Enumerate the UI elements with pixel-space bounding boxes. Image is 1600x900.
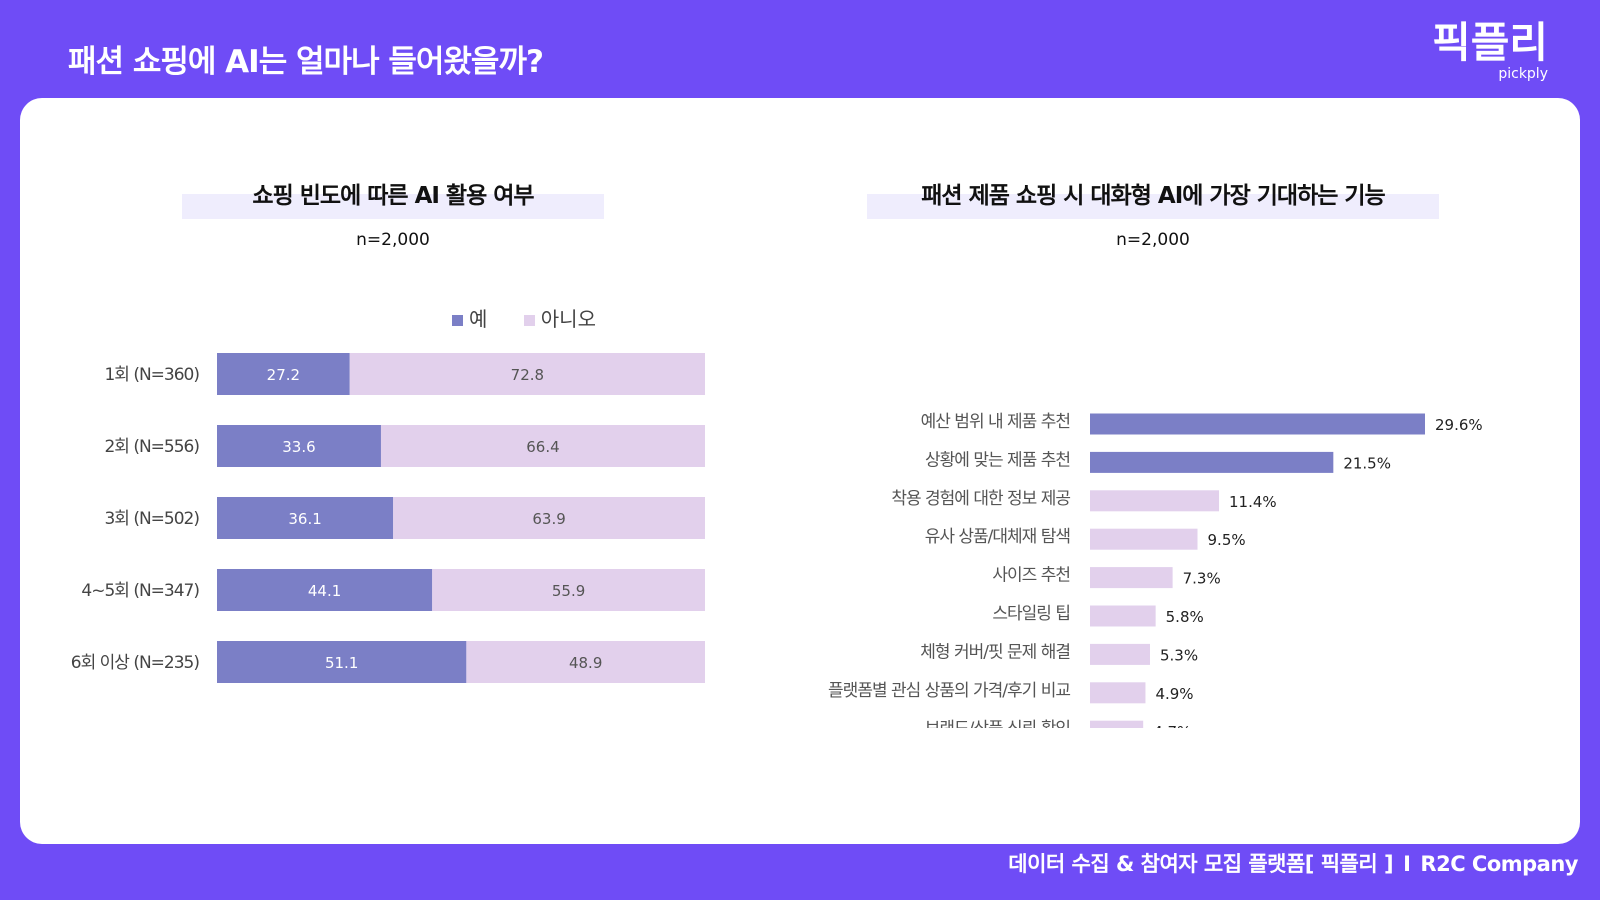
category-label: 브랜드/상품 신뢰 확인 [925,719,1070,728]
footer-separator: I [1403,852,1411,876]
bar-no [380,425,705,467]
bar-no [393,497,705,539]
left-chart-title: 쇼핑 빈도에 따른 AI 활용 여부 [252,183,534,209]
data-label: 72.8 [511,366,544,384]
category-label: 착용 경험에 대한 정보 제공 [891,489,1070,509]
data-label: 51.1 [325,654,358,672]
content-card: 쇼핑 빈도에 따른 AI 활용 여부 n=2,000 예 아니오 1회 (N=3… [20,98,1580,844]
data-label: 9.5% [1208,531,1246,549]
legend-item-no: 아니오 [523,307,596,331]
bar [1090,528,1198,550]
data-label: 44.1 [308,582,341,600]
logo-text: 픽플리 [1432,18,1548,67]
bar-no [432,569,705,611]
data-label: 63.9 [532,510,565,528]
data-label: 33.6 [282,438,315,456]
left-chart-sample-size: n=2,000 [356,230,430,250]
category-label: 플랫폼별 관심 상품의 가격/후기 비교 [828,681,1070,701]
bar [1090,490,1220,512]
data-label: 29.6% [1435,416,1483,434]
data-label: 21.5% [1343,454,1391,472]
category-label: 1회 (N=360) [104,365,199,385]
data-label: 55.9 [552,582,585,600]
left-chart-title-band [182,194,604,219]
right-chart-sample-size: n=2,000 [1116,230,1190,250]
data-label: 5.8% [1166,608,1204,626]
category-label: 예산 범위 내 제품 추천 [921,412,1070,432]
bar [1090,720,1144,728]
left-chart-legend: 예 아니오 [452,303,626,332]
data-label: 5.3% [1160,646,1198,664]
bar-yes [217,569,433,611]
legend-label-yes: 예 [469,307,488,331]
legend-swatch-no [523,315,535,326]
page-title: 패션 쇼핑에 AI는 얼마나 들어왔을까? [68,44,544,80]
footer-company: R2C Company [1420,852,1578,876]
bar-no [466,641,705,683]
category-label: 4~5회 (N=347) [81,581,199,601]
bar [1090,643,1150,665]
data-label: 4.9% [1155,685,1193,703]
bar-yes [217,641,467,683]
data-label: 48.9 [569,654,602,672]
bar [1090,682,1146,704]
footer-text: 데이터 수집 & 참여자 모집 플랫폼[ 픽플리 ] [1008,852,1394,876]
category-label: 스타일링 팁 [992,604,1070,624]
bar [1090,451,1334,473]
data-label: 4.7% [1153,723,1191,728]
bar [1090,567,1173,589]
category-label: 상황에 맞는 제품 추천 [925,450,1070,470]
bar-yes [217,497,394,539]
bar-yes [217,425,381,467]
bar [1090,413,1425,435]
right-bar-chart: 예산 범위 내 제품 추천 29.6% 상황에 맞는 제품 추천 21.5% 착용 경험… [828,412,1483,728]
right-chart-title-band [867,194,1439,219]
category-label: 유사 상품/대체재 탐색 [925,527,1070,547]
bar [1090,605,1156,627]
category-label: 3회 (N=502) [104,509,199,529]
pickply-logo: 픽플리 pickply [1418,20,1548,86]
category-label: 체형 커버/핏 문제 해결 [920,642,1070,662]
data-label: 27.2 [267,366,300,384]
category-label: 사이즈 추천 [992,566,1070,586]
footer: 데이터 수집 & 참여자 모집 플랫폼[ 픽플리 ] I R2C Company [1008,848,1578,878]
logo-subtext: pickply [1498,66,1548,82]
data-label: 36.1 [288,510,321,528]
bar-no [349,353,705,395]
legend-label-no: 아니오 [540,307,596,331]
data-label: 66.4 [526,438,559,456]
left-stacked-bar-chart: 1회 (N=360) 27.2 72.8 2회 (N=556) 33.6 66.4 3회 (… [71,353,705,683]
right-chart-title: 패션 제품 쇼핑 시 대화형 AI에 가장 기대하는 기능 [921,183,1385,209]
category-label: 2회 (N=556) [104,437,199,457]
legend-item-yes: 예 [452,307,487,331]
data-label: 7.3% [1183,570,1221,588]
data-label: 11.4% [1229,493,1277,511]
legend-swatch-yes [452,315,463,326]
bar-yes [217,353,350,395]
category-label: 6회 이상 (N=235) [71,653,200,673]
